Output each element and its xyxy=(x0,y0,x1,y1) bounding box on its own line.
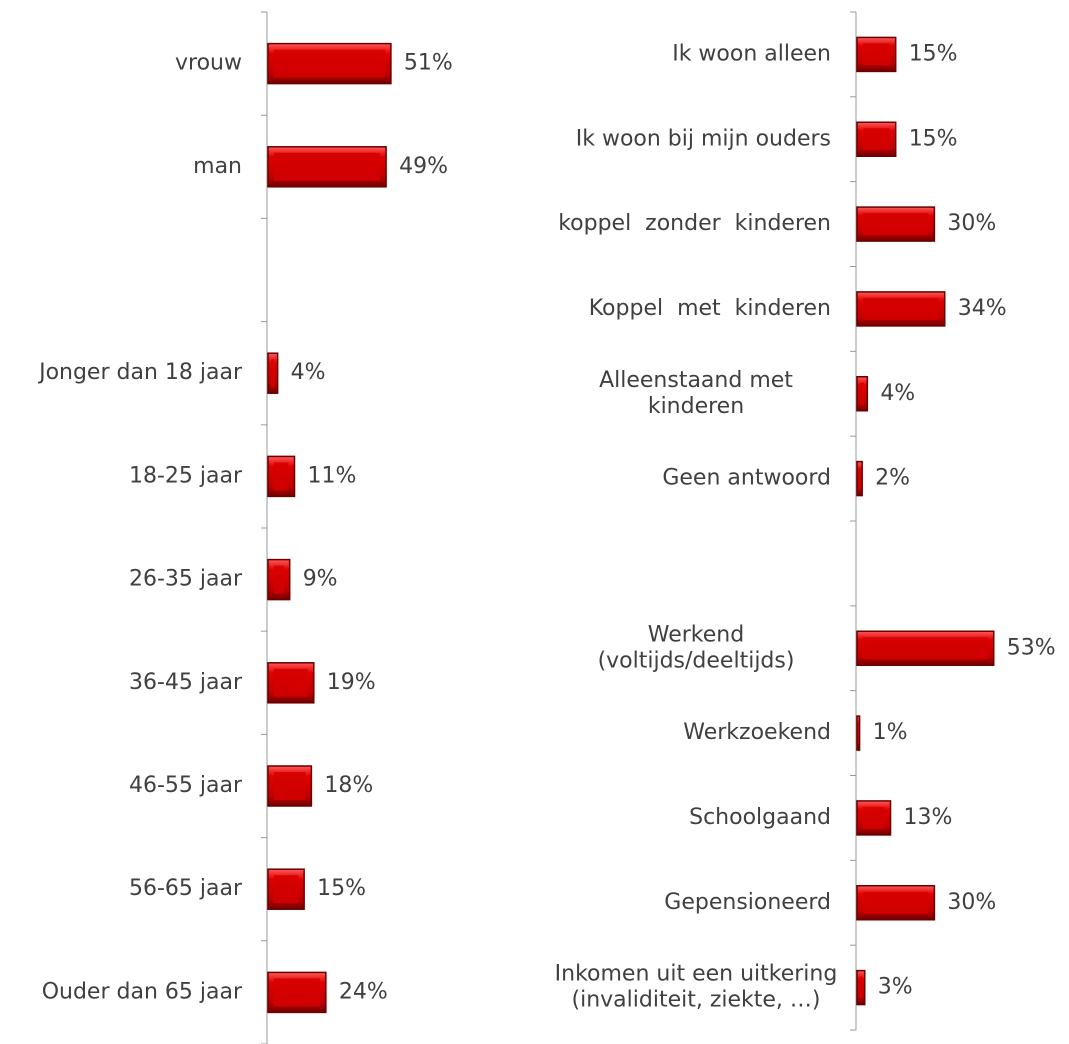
bar-face xyxy=(274,152,381,181)
bar-face xyxy=(858,467,861,490)
value-label: 34% xyxy=(958,296,1007,321)
value-label: 9% xyxy=(303,567,338,592)
category-label: Schoolgaand xyxy=(689,805,831,830)
value-label: 11% xyxy=(308,463,357,488)
category-label: Jonger dan 18 jaar xyxy=(37,360,243,385)
category-label: Ik woon bij mijn ouders xyxy=(576,126,831,151)
category-label: 26-35 jaar xyxy=(129,567,243,592)
bar-face xyxy=(859,976,863,999)
value-label: 30% xyxy=(947,211,996,236)
category-label: Werkend (voltijds/deeltijds) xyxy=(598,622,795,673)
category-label: Alleenstaand met kinderen xyxy=(599,368,793,419)
category-label: 18-25 jaar xyxy=(129,463,243,488)
value-label: 19% xyxy=(327,670,376,695)
category-label: Geen antwoord xyxy=(662,466,831,491)
bar-face xyxy=(274,565,284,594)
bar-face xyxy=(863,637,988,660)
value-label: 30% xyxy=(947,890,996,915)
value-label: 1% xyxy=(873,720,908,745)
category-label: 56-65 jaar xyxy=(129,876,243,901)
bar-face xyxy=(863,891,929,914)
value-label: 15% xyxy=(909,126,958,151)
category-label: Werkzoekend xyxy=(683,720,831,745)
category-label: Inkomen uit een uitkering (invaliditeit, … xyxy=(555,962,838,1013)
bar-face xyxy=(863,806,885,829)
bar-face xyxy=(274,668,308,697)
bar-face xyxy=(274,978,320,1007)
category-label: man xyxy=(193,154,242,179)
value-label: 13% xyxy=(904,805,953,830)
category-label: vrouw xyxy=(175,51,242,76)
category-label: 36-45 jaar xyxy=(129,670,243,695)
bar-face xyxy=(863,128,890,151)
value-label: 4% xyxy=(880,381,915,406)
bar-face xyxy=(274,772,306,800)
category-label: Gepensioneerd xyxy=(664,890,831,915)
value-label: 3% xyxy=(878,975,913,1000)
bar-face xyxy=(274,49,385,78)
value-label: 49% xyxy=(399,154,448,179)
value-label: 24% xyxy=(339,979,388,1004)
category-label: 46-55 jaar xyxy=(129,773,243,798)
bar-face xyxy=(857,722,859,745)
bar-face xyxy=(863,43,890,66)
category-label: koppel zonder kinderen xyxy=(558,211,831,236)
bar-face xyxy=(860,382,864,405)
value-label: 51% xyxy=(404,51,453,76)
value-label: 15% xyxy=(317,876,366,901)
value-label: 53% xyxy=(1007,635,1056,660)
value-label: 18% xyxy=(324,773,373,798)
value-label: 15% xyxy=(909,41,958,66)
bar-face xyxy=(863,213,929,236)
bar-face xyxy=(271,359,275,388)
category-label: Ik woon alleen xyxy=(672,41,831,66)
bar-face xyxy=(863,297,939,320)
bar-face xyxy=(274,462,289,491)
category-label: Koppel met kinderen xyxy=(589,296,831,321)
value-label: 2% xyxy=(875,466,910,491)
value-label: 4% xyxy=(291,360,326,385)
bar-face xyxy=(274,875,299,904)
category-label: Ouder dan 65 jaar xyxy=(42,979,243,1004)
